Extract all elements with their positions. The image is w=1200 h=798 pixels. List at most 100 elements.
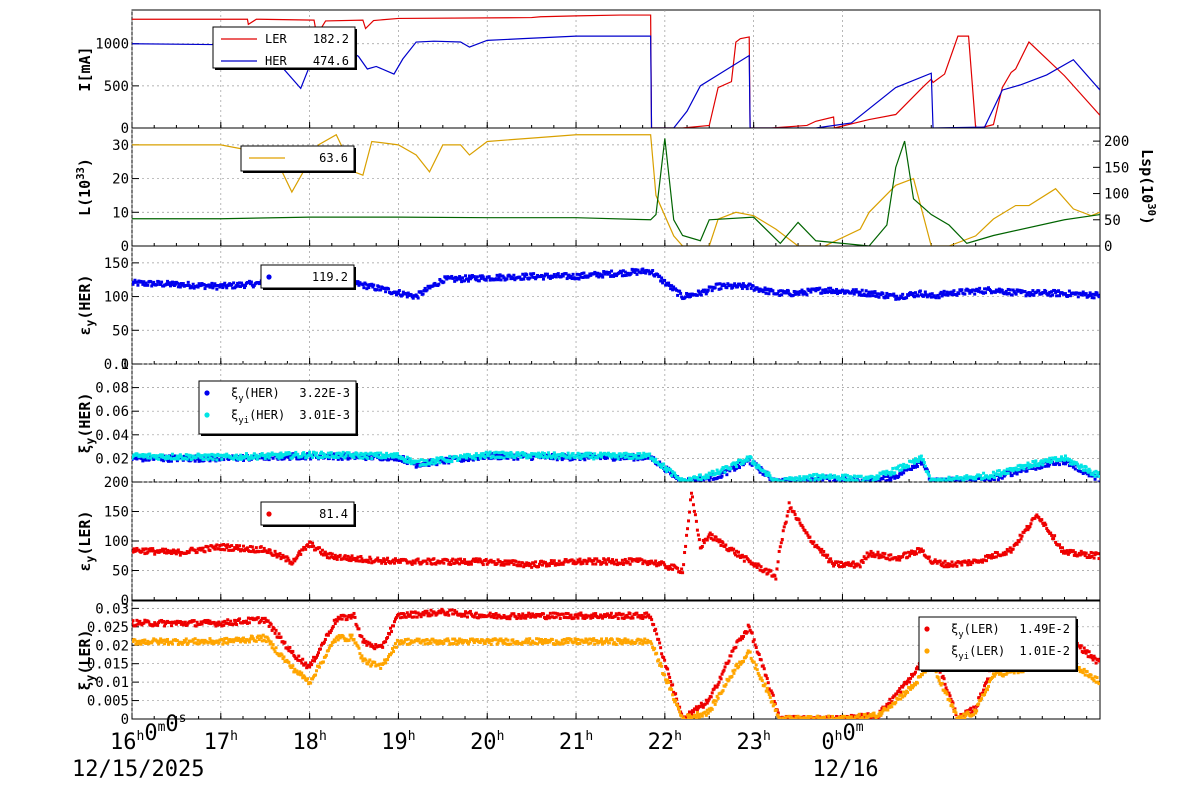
data-point — [643, 269, 647, 273]
data-point — [933, 478, 937, 482]
data-point — [366, 456, 370, 460]
data-point — [752, 564, 756, 568]
data-point — [1018, 463, 1022, 467]
data-point — [467, 274, 471, 278]
data-point — [238, 281, 242, 285]
data-point — [409, 293, 413, 297]
data-point — [377, 453, 381, 457]
data-point — [786, 289, 790, 293]
data-point — [570, 277, 574, 281]
data-point — [1047, 464, 1051, 468]
data-point — [340, 617, 344, 621]
legend-swatch — [204, 390, 210, 396]
data-point — [472, 557, 476, 561]
data-point — [448, 560, 452, 564]
data-point — [167, 551, 171, 555]
data-point — [556, 453, 560, 457]
data-point — [323, 637, 327, 641]
data-point — [581, 616, 585, 620]
y-axis-label: I[mA] — [76, 46, 94, 91]
data-point — [149, 280, 153, 284]
data-point — [368, 456, 372, 460]
y-tick-label: 0.005 — [87, 694, 129, 710]
data-point — [547, 616, 551, 620]
data-point — [331, 625, 335, 629]
data-point — [214, 453, 218, 457]
data-point — [1061, 551, 1065, 555]
data-point — [592, 558, 596, 562]
data-point — [779, 289, 783, 293]
data-point — [227, 454, 231, 458]
data-point — [176, 548, 180, 552]
data-point — [619, 271, 623, 275]
data-point — [720, 467, 724, 471]
data-point — [152, 454, 156, 458]
y-axis-label: εy(LER) — [76, 511, 97, 572]
data-point — [287, 455, 291, 459]
data-point — [593, 557, 597, 561]
data-point — [1046, 462, 1050, 466]
data-point — [915, 458, 919, 462]
data-point — [335, 451, 339, 455]
data-point — [780, 537, 784, 541]
data-point — [480, 561, 484, 565]
data-point — [526, 456, 530, 460]
data-point — [679, 571, 683, 575]
data-point — [621, 269, 625, 273]
data-point — [433, 458, 437, 462]
data-point — [230, 544, 234, 548]
data-point — [222, 623, 226, 627]
data-point — [532, 613, 536, 617]
data-point — [149, 547, 153, 551]
data-point — [160, 549, 164, 553]
data-point — [397, 558, 401, 562]
data-point — [325, 556, 329, 560]
data-point — [164, 457, 168, 461]
data-point — [578, 273, 582, 277]
data-point — [283, 640, 287, 644]
data-point — [373, 647, 377, 651]
data-point — [828, 476, 832, 480]
data-point — [1030, 465, 1034, 469]
data-point — [1024, 294, 1028, 298]
data-point — [589, 451, 593, 455]
data-point — [955, 475, 959, 479]
data-point — [439, 611, 443, 615]
data-point — [320, 548, 324, 552]
data-point — [793, 292, 797, 296]
data-point — [809, 290, 813, 294]
data-point — [424, 611, 428, 615]
data-point — [409, 610, 413, 614]
data-point — [1004, 552, 1008, 556]
data-point — [899, 463, 903, 467]
data-point — [214, 624, 218, 628]
data-point — [355, 624, 359, 628]
data-point — [815, 543, 819, 547]
data-point — [924, 293, 928, 297]
data-point — [349, 559, 353, 563]
data-point — [302, 456, 306, 460]
data-point — [487, 275, 491, 279]
data-point — [501, 274, 505, 278]
data-point — [577, 560, 581, 564]
plot-frame — [131, 245, 1101, 365]
data-point — [967, 289, 971, 293]
data-point — [605, 270, 609, 274]
data-point — [468, 457, 472, 461]
data-point — [584, 613, 588, 617]
data-point — [497, 452, 501, 456]
data-point — [614, 272, 618, 276]
data-point — [247, 621, 251, 625]
data-point — [988, 289, 992, 293]
data-point — [161, 453, 165, 457]
y-tick-label: 30 — [112, 138, 129, 154]
data-point — [898, 468, 902, 472]
data-point — [422, 613, 426, 617]
data-point — [383, 287, 387, 291]
data-point — [223, 619, 227, 623]
data-point — [693, 479, 697, 482]
data-point — [330, 552, 334, 556]
data-point — [571, 272, 575, 276]
y-tick-label: 0.02 — [95, 451, 129, 467]
y-tick-label: 0 — [121, 357, 129, 373]
